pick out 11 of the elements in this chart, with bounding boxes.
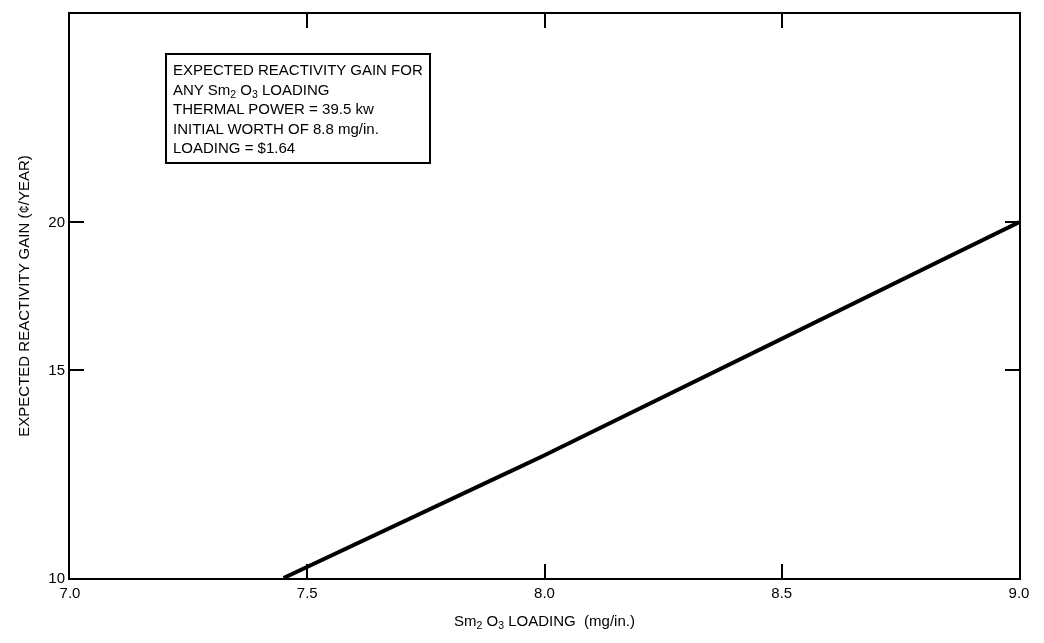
y-tick-label: 10 (48, 569, 65, 587)
x-tick-label: 9.0 (1008, 584, 1030, 601)
x-tick-label: 8.0 (534, 584, 555, 601)
x-tick-label: 7.5 (296, 584, 318, 601)
x-tick-label: 8.5 (771, 584, 793, 601)
x-axis-title: Sm$_{2}$ O$_{3}$ LOADING (mg/in.) (454, 611, 635, 631)
x-tick-label: 7.0 (59, 584, 81, 601)
y-axis-title: EXPECTED REACTIVITY GAIN (¢/YEAR) (15, 155, 33, 437)
y-tick-label: 20 (48, 213, 65, 231)
text: EXPECTED REACTIVITY GAIN FOR ANY Sm$_{2}$ O$_{3}$ LOADING THERMAL POWER = 39.5 kw INITIAL WORTH OF 8.8 mg/in. LOADING = $1.64 (173, 61, 423, 156)
y-tick-label: 15 (48, 361, 65, 379)
